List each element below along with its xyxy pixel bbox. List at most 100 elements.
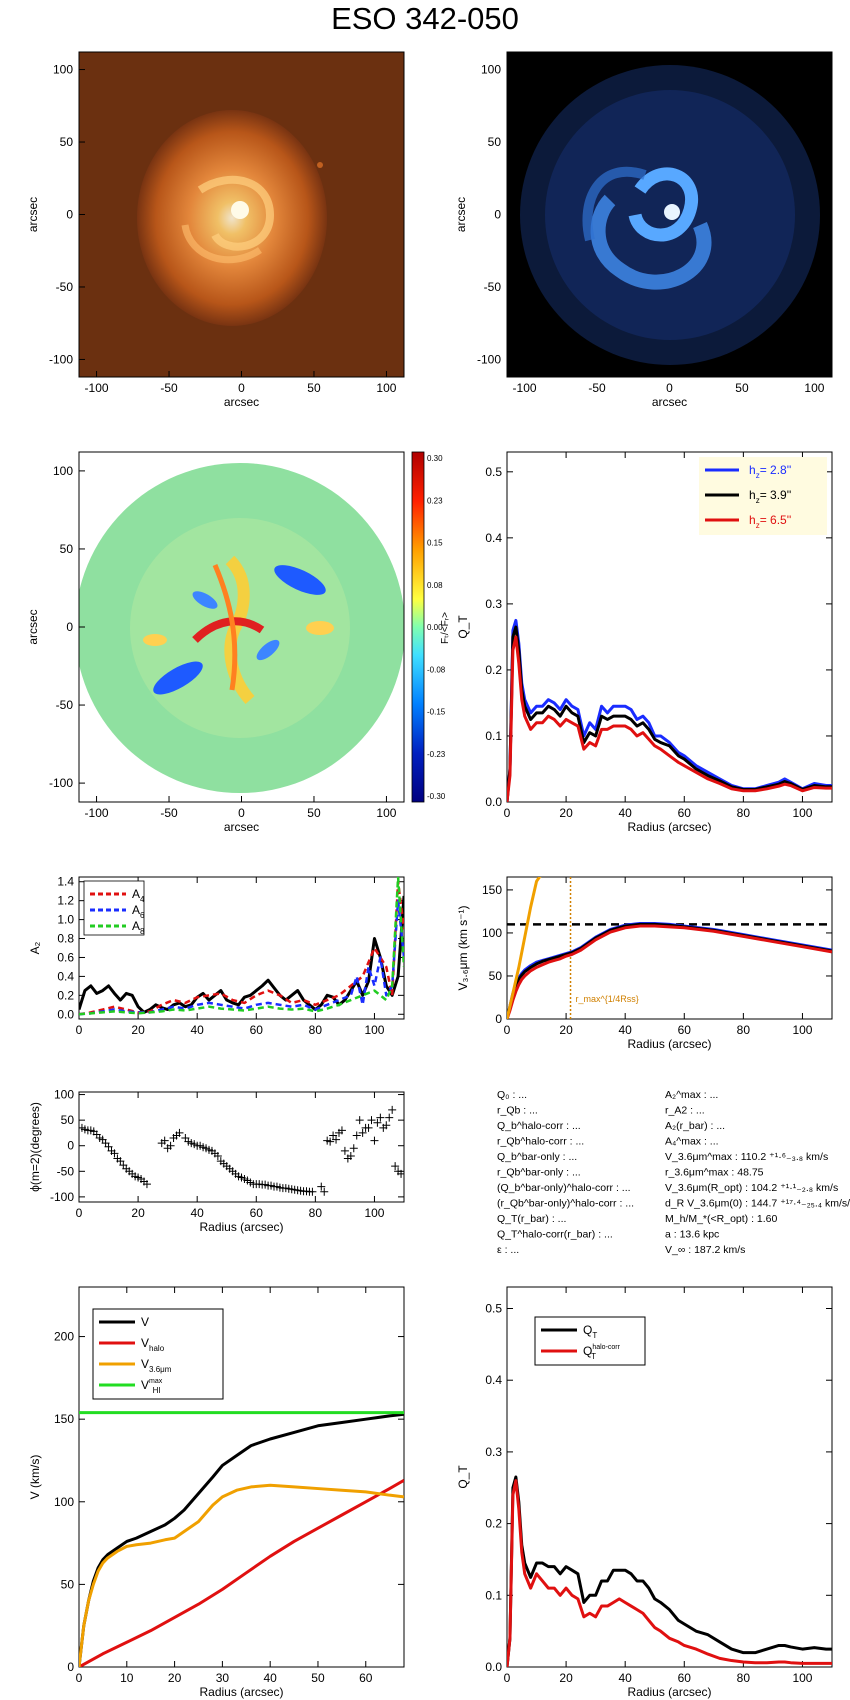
colorbar-tick-label: -0.23 [427,750,446,759]
colorbar [411,451,425,803]
qt_hz-xtick-label: 100 [792,806,812,820]
fourier-legend-label: A6 [132,903,145,920]
qt_halo-legend-label: QT [583,1323,597,1340]
optical-xtick-label: 50 [307,381,321,395]
phase-ytick-label: 100 [54,1088,74,1102]
info-left-row: Q₀ : ... [497,1089,527,1101]
fourier-plot-area [79,877,404,1016]
force-map-ytick-label: 50 [60,542,74,556]
fourier-ylabel: A₂ [28,941,42,954]
optical-ytick-label: -50 [56,280,74,294]
phase-point [370,1136,379,1145]
decomposed-xtick-label: 100 [804,381,824,395]
qt_hz-ytick-label: 0.4 [485,531,502,545]
colorbar-ticks: 0.30 0.23 0.15 0.08 0.00 -0.08 -0.15 -0.23 -0.30 [427,454,446,801]
colorbar-label: Fₜ/<Fᵣ> [440,612,451,644]
decomposed-ylabel: arcsec [454,197,468,232]
optical-image-panel: -100 -50 0 50 100 100 50 0 -50 -100 arcsec arcsec [26,51,405,409]
phase-point [116,1157,125,1166]
qt_halo-ytick-label: 0.3 [485,1445,502,1459]
fourier-ytick-label: 1.4 [57,875,74,889]
qt_hz-xlabel: Radius (arcsec) [627,820,711,834]
rotation-xtick-label: 100 [792,1023,812,1037]
rotation-series-2 [507,924,832,1019]
velocity_components-ytick-label: 100 [54,1495,74,1509]
qt_hz-series-2 [507,635,832,802]
phase-point [332,1135,341,1144]
decomposed-image-panel: -100 -50 0 50 100 100 50 0 -50 -100 arcsec arcsec [454,51,833,409]
qt_hz-plot-area [507,618,832,802]
info-left-row: Q_T^halo-corr(r_bar) : ... [497,1229,613,1241]
qt_hz-legend-label: hz= 6.5'' [749,513,791,530]
info-left-row: ε : ... [497,1244,519,1256]
velocity_components-legend-label: V3.6μm [141,1357,172,1374]
phase-point [317,1182,326,1191]
decomposed-xlabel: arcsec [652,395,687,409]
qt_halo-series-0 [507,1475,832,1667]
rotation-ytick-label: 150 [482,883,502,897]
chart-rotation: 0 20 40 60 80 100 0 50 100 150 Radius (arcsec) V₃.₆… [456,876,833,1051]
phase-xtick-label: 100 [364,1206,384,1220]
phase-point [308,1187,317,1196]
info-left-row: r_Qb^halo-corr : ... [497,1136,584,1148]
velocity_components-legend-label: Vmax HI [141,1378,163,1395]
phase-xtick-label: 60 [250,1206,264,1220]
force-map-axes: -100 -50 0 50 100 100 50 0 -50 -100 arcsec arcsec [26,464,397,834]
qt_halo-ylabel: Q_T [456,1465,470,1489]
rotation-ylabel: V₃.₆μm (km s⁻¹) [456,906,470,991]
qt_hz-ytick-label: 0.0 [485,795,502,809]
phase-point [175,1128,184,1137]
decomposed-xtick-label: 50 [735,381,749,395]
optical-xlabel: arcsec [224,395,259,409]
qt_halo-legend: QT Qhalo-corr T [534,1316,646,1366]
info-left-row: r_Qb^bar-only : ... [497,1167,581,1179]
rotation-xtick-label: 20 [559,1023,573,1037]
fourier-ytick-label: 0.8 [57,932,74,946]
qt_hz-series-1 [507,625,832,802]
info-right-row: A₂(r_bar) : ... [665,1120,725,1132]
phase-point [391,1162,400,1171]
qt_halo-series-1 [507,1479,832,1667]
optical-xtick-label: -50 [160,381,178,395]
qt_hz-ylabel: Q_T [456,615,470,639]
colorbar-tick-label: -0.30 [427,792,446,801]
phase-ytick-label: -100 [50,1190,74,1204]
info-left-row: Q_b^halo-corr : ... [497,1120,581,1132]
fourier-ytick-label: 0.4 [57,969,74,983]
phase-point [160,1136,169,1145]
phase-ytick-label: 50 [61,1113,75,1127]
qt_halo-plot-area [507,1475,832,1667]
phase-point [367,1116,376,1125]
optical-ylabel: arcsec [26,197,40,232]
velocity_components-xtick-label: 10 [120,1671,134,1685]
phase-point [352,1131,361,1140]
phase-ytick-label: -50 [57,1164,75,1178]
info-right-row: A₂^max : ... [665,1089,718,1101]
rotation-ytick-label: 50 [489,969,503,983]
velocity_components-ytick-label: 150 [54,1412,74,1426]
info-table-left: Q₀ : ... r_Qb : ... Q_b^halo-corr : ... r_Q… [497,1089,634,1256]
fourier-ytick-label: 0.0 [57,1007,74,1021]
velocity_components-xtick-label: 50 [311,1671,325,1685]
qt_hz-xtick-label: 20 [559,806,573,820]
phase-point [358,1128,367,1137]
fourier-ytick-label: 0.2 [57,988,74,1002]
info-left-row: (Q_b^bar-only)^halo-corr : ... [497,1182,631,1194]
phase-frame [78,1091,405,1203]
velocity_components-legend-label: V [141,1315,149,1329]
qt_hz-legend: hz= 2.8'' hz= 3.9'' hz= 6.5'' [699,457,827,535]
chart-velocity_components: 0 10 20 30 40 50 60 0 50 100 150 200 Radius (arcsec)… [28,1286,405,1699]
phase-point [104,1142,113,1151]
info-right-row: M_h/M_*(<R_opt) : 1.60 [665,1213,778,1225]
velocity_components-xtick-label: 60 [359,1671,373,1685]
velocity_components-series-1 [79,1479,404,1667]
decomposed-galaxy-image [520,65,820,365]
decomposed-xtick-label: -100 [513,381,537,395]
optical-ytick-label: -100 [49,352,73,366]
phase-point [355,1116,364,1125]
force-map-ytick-label: -50 [56,698,74,712]
rotation-plot-area [507,877,832,1019]
